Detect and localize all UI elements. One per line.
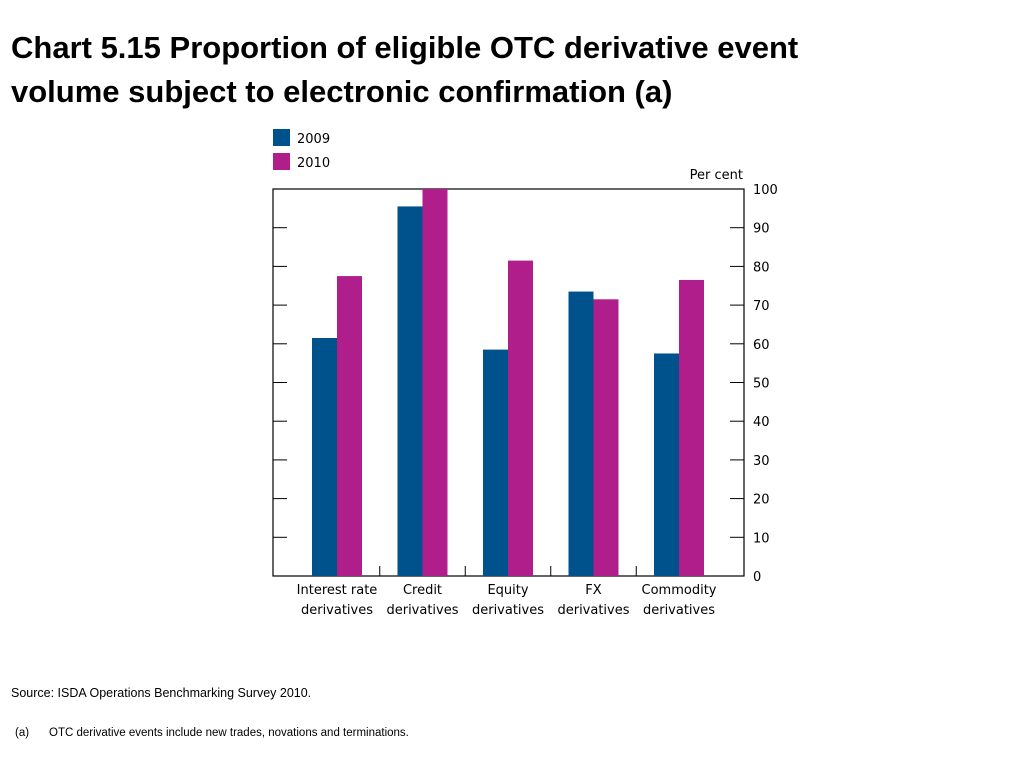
bar-2009-1	[397, 206, 423, 577]
legend-swatch-2010	[273, 153, 290, 170]
bar-2009-3	[568, 291, 594, 576]
legend-label-2009: 2009	[297, 132, 330, 147]
legend-label-2010: 2010	[297, 156, 330, 171]
chart-title-line-1: Chart 5.15 Proportion of eligible OTC de…	[11, 30, 799, 65]
chart-title: Chart 5.15 Proportion of eligible OTC de…	[11, 26, 1011, 114]
bar-2009-4	[654, 353, 679, 576]
y-tick-label: 50	[753, 377, 770, 392]
chart-title-line-2: volume subject to electronic confirmatio…	[11, 74, 673, 109]
y-tick-label: 0	[753, 570, 761, 585]
footnote: (a) OTC derivative events include new tra…	[15, 727, 409, 739]
source-note: Source: ISDA Operations Benchmarking Sur…	[11, 686, 312, 700]
y-axis-unit-label: Per cent	[690, 168, 743, 183]
x-tick-label: FX	[585, 583, 601, 598]
x-tick-label: derivatives	[643, 603, 715, 618]
y-tick-label: 90	[753, 222, 770, 237]
y-tick-label: 70	[753, 299, 770, 314]
x-tick-label: derivatives	[386, 603, 458, 618]
y-tick-label: 40	[753, 415, 770, 430]
x-tick-label: Interest rate	[297, 583, 378, 598]
x-tick-label: derivatives	[301, 603, 373, 618]
bar-2010-0	[337, 276, 362, 576]
y-tick-label: 30	[753, 454, 770, 469]
y-tick-label: 80	[753, 260, 770, 275]
y-tick-label: 100	[753, 183, 778, 198]
bar-2009-0	[312, 337, 337, 576]
footnote-text: OTC derivative events include new trades…	[49, 727, 409, 739]
bar-2010-4	[679, 279, 704, 576]
bar-2009-2	[483, 349, 508, 576]
x-tick-label: Credit	[403, 583, 442, 598]
x-tick-label: derivatives	[472, 603, 544, 618]
footnote-marker: (a)	[15, 727, 30, 739]
bar-2010-2	[508, 260, 533, 576]
bar-2010-3	[593, 299, 619, 576]
y-tick-label: 20	[753, 493, 770, 508]
y-tick-label: 10	[753, 531, 770, 546]
bar-2010-1	[422, 189, 448, 576]
x-tick-label: Commodity	[642, 583, 717, 598]
x-tick-label: derivatives	[557, 603, 629, 618]
y-tick-label: 60	[753, 338, 770, 353]
legend-swatch-2009	[273, 129, 290, 146]
x-tick-label: Equity	[487, 583, 528, 598]
